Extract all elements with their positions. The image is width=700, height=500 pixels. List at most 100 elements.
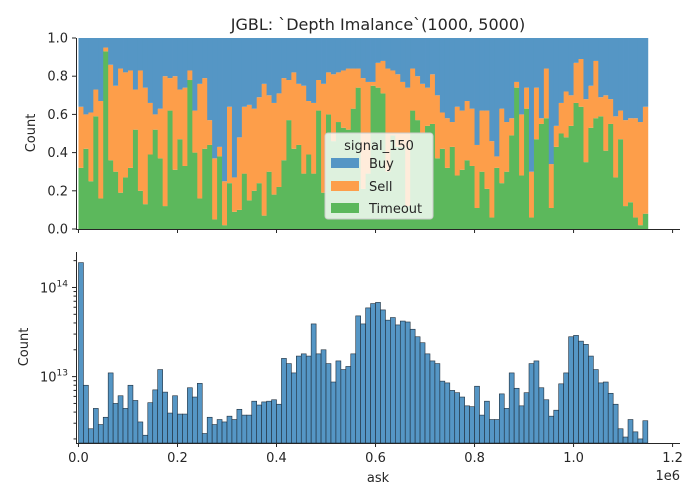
bar-count-86 xyxy=(503,408,510,444)
bar-timeout-31 xyxy=(231,211,238,229)
bar-timeout-36 xyxy=(256,183,263,229)
bar-timeout-6 xyxy=(108,160,114,229)
bar-buy-82 xyxy=(484,38,490,111)
bar-buy-63 xyxy=(390,38,396,71)
bar-count-41 xyxy=(281,358,287,444)
bar-count-103 xyxy=(588,355,594,444)
bar-buy-20 xyxy=(177,38,183,90)
bar-buy-111 xyxy=(628,38,634,119)
bar-timeout-1 xyxy=(83,148,89,229)
bar-count-104 xyxy=(593,369,599,444)
bottom-x-tick-label: 1.0 xyxy=(563,451,584,466)
bar-sell-10 xyxy=(127,70,134,168)
bar-buy-78 xyxy=(464,38,470,102)
bar-timeout-46 xyxy=(306,154,312,229)
bar-buy-108 xyxy=(613,38,619,117)
bar-buy-19 xyxy=(172,38,178,77)
bar-sell-16 xyxy=(157,108,164,159)
bar-timeout-106 xyxy=(603,150,609,229)
bar-timeout-7 xyxy=(113,171,119,229)
bar-count-36 xyxy=(256,404,262,444)
bar-timeout-103 xyxy=(588,127,594,229)
bar-timeout-49 xyxy=(321,192,327,229)
bar-timeout-30 xyxy=(227,183,233,229)
bar-count-10 xyxy=(127,384,134,444)
bar-sell-5 xyxy=(103,47,109,52)
bar-buy-84 xyxy=(494,38,500,157)
bar-count-67 xyxy=(409,328,416,444)
bar-buy-98 xyxy=(563,38,570,92)
bar-count-102 xyxy=(583,344,589,444)
top-y-tick-label: 0.4 xyxy=(47,146,68,161)
bar-count-48 xyxy=(315,353,322,444)
bar-sell-85 xyxy=(499,108,505,184)
bar-buy-33 xyxy=(241,38,248,107)
bar-count-114 xyxy=(642,420,649,444)
bar-count-29 xyxy=(221,421,228,444)
bar-sell-61 xyxy=(380,60,386,94)
bar-sell-35 xyxy=(251,108,258,191)
bar-sell-40 xyxy=(276,93,282,187)
bar-timeout-74 xyxy=(444,167,451,229)
bottom-x-tick-label: 0.0 xyxy=(68,451,89,466)
bar-timeout-108 xyxy=(613,177,619,229)
bottom-x-tick-label: 0.8 xyxy=(464,451,485,466)
bar-buy-36 xyxy=(256,38,263,98)
bar-buy-65 xyxy=(400,38,406,82)
bar-count-94 xyxy=(543,399,550,444)
bar-buy-112 xyxy=(632,38,639,119)
bar-timeout-8 xyxy=(118,192,124,229)
bar-timeout-91 xyxy=(529,217,535,229)
bar-count-90 xyxy=(523,392,530,444)
bar-count-4 xyxy=(97,424,104,444)
bar-count-109 xyxy=(617,428,624,444)
bar-count-37 xyxy=(261,401,267,444)
bar-sell-46 xyxy=(306,101,312,155)
bar-buy-69 xyxy=(420,38,426,84)
bar-count-39 xyxy=(271,399,277,444)
bar-sell-106 xyxy=(603,95,609,151)
bar-count-31 xyxy=(231,419,238,444)
top-y-tick-label: 0.8 xyxy=(47,70,68,85)
bar-count-81 xyxy=(479,414,485,444)
bar-count-83 xyxy=(489,419,495,444)
bar-count-52 xyxy=(335,360,342,444)
bar-buy-39 xyxy=(271,38,277,103)
bar-timeout-77 xyxy=(459,169,466,229)
bar-sell-39 xyxy=(271,102,277,195)
bar-sell-113 xyxy=(637,122,644,226)
bar-buy-1 xyxy=(83,38,89,115)
bottom-x-tick-label: 1.2 xyxy=(662,451,683,466)
bar-count-73 xyxy=(439,380,446,444)
bar-count-58 xyxy=(365,307,371,444)
legend[interactable]: signal_150 Buy Sell Timeout xyxy=(324,132,434,220)
bar-timeout-13 xyxy=(142,204,149,229)
bar-timeout-22 xyxy=(187,80,193,230)
bar-sell-100 xyxy=(573,62,579,103)
bar-buy-68 xyxy=(415,38,421,77)
bar-sell-53 xyxy=(340,70,347,128)
bar-sell-76 xyxy=(454,106,461,176)
bar-buy-40 xyxy=(276,38,282,94)
bar-buy-93 xyxy=(538,38,545,119)
bar-buy-86 xyxy=(504,38,510,123)
bar-timeout-110 xyxy=(623,206,629,229)
bar-sell-83 xyxy=(489,141,495,218)
bar-buy-71 xyxy=(429,38,436,75)
bar-sell-107 xyxy=(608,99,614,124)
bar-sell-69 xyxy=(420,83,426,134)
bar-sell-8 xyxy=(118,68,124,193)
bar-buy-99 xyxy=(568,38,574,96)
bar-count-6 xyxy=(107,372,114,444)
bar-sell-31 xyxy=(231,177,238,212)
bar-timeout-14 xyxy=(147,154,154,229)
bar-buy-0 xyxy=(78,38,84,107)
bar-buy-14 xyxy=(147,38,154,103)
bar-count-1 xyxy=(83,384,89,444)
bar-count-69 xyxy=(419,342,426,444)
bar-buy-85 xyxy=(499,38,505,109)
bottom-x-tick-label: 0.6 xyxy=(365,451,386,466)
bar-buy-57 xyxy=(360,38,367,79)
legend-frame xyxy=(324,132,434,220)
bar-timeout-24 xyxy=(197,198,203,229)
